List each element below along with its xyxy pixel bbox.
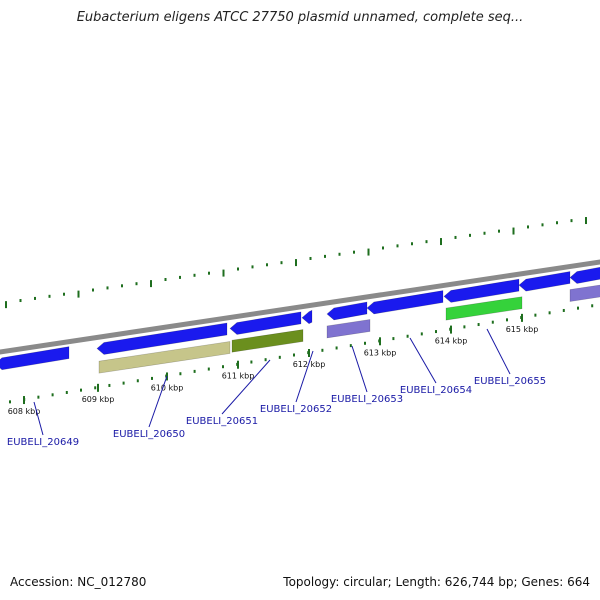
gene-label[interactable]: EUBELI_20649 <box>7 437 79 448</box>
gene-label[interactable]: EUBELI_20653 <box>331 394 403 405</box>
map-title: Eubacterium eligens ATCC 27750 plasmid u… <box>76 10 524 25</box>
gene-leader-line <box>409 337 437 384</box>
cog-track-lavender[interactable] <box>326 319 371 339</box>
scale-tick-label: 611 kbp <box>222 372 255 381</box>
gene-leader-line <box>33 401 44 436</box>
gene-label[interactable]: EUBELI_20651 <box>186 416 258 427</box>
plasmid-backbone <box>0 259 600 355</box>
cds-arrow[interactable] <box>518 271 571 292</box>
scale-tick-label: 609 kbp <box>82 395 115 404</box>
scale-tick-label: 614 kbp <box>435 337 468 346</box>
cds-arrow[interactable] <box>326 301 368 321</box>
cds-arrow[interactable] <box>569 266 600 284</box>
gene-label[interactable]: EUBELI_20655 <box>474 376 546 387</box>
gene-leader-line <box>221 359 271 415</box>
scale-tick-label: 610 kbp <box>151 383 184 392</box>
gene-leader-line <box>351 345 368 393</box>
scale-tick-label: 615 kbp <box>506 325 539 334</box>
gene-label[interactable]: EUBELI_20654 <box>400 385 472 396</box>
cog-track-olive[interactable] <box>231 329 304 353</box>
genome-summary: Topology: circular; Length: 626,744 bp; … <box>283 575 590 589</box>
gene-label[interactable]: EUBELI_20650 <box>113 429 185 440</box>
gene-leader-line <box>486 328 511 375</box>
cog-track-lavender[interactable] <box>569 284 600 302</box>
gene-leader-line <box>148 375 168 428</box>
gene-leader-line <box>295 350 314 403</box>
cds-arrow[interactable] <box>301 309 313 325</box>
cds-arrow[interactable] <box>229 311 302 335</box>
cog-track-khaki[interactable] <box>98 341 231 374</box>
gene-label[interactable]: EUBELI_20652 <box>260 404 332 415</box>
scale-tick-label: 613 kbp <box>364 348 397 357</box>
cds-arrow[interactable] <box>0 346 70 371</box>
cds-arrow[interactable] <box>443 278 520 303</box>
cds-arrow[interactable] <box>96 322 228 355</box>
cog-track-green[interactable] <box>445 296 523 321</box>
accession-label: Accession: NC_012780 <box>10 575 147 589</box>
cds-arrow[interactable] <box>366 290 444 315</box>
scale-tick-label: 608 kbp <box>8 407 41 416</box>
